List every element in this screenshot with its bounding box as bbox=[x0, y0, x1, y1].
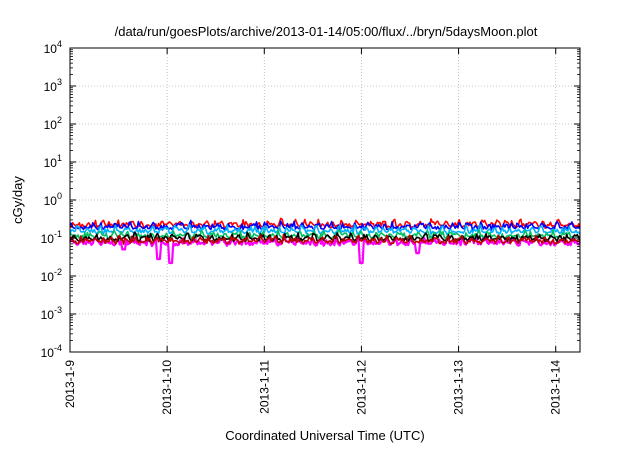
y-tick-base: 10 bbox=[44, 156, 58, 170]
y-tick-exponent: 1 bbox=[57, 153, 62, 163]
y-tick-exponent: -3 bbox=[54, 305, 62, 315]
y-tick-base: 10 bbox=[44, 118, 58, 132]
x-axis-label: Coordinated Universal Time (UTC) bbox=[225, 428, 424, 443]
y-tick-label: 103 bbox=[44, 77, 62, 94]
y-tick-exponent: -2 bbox=[54, 267, 62, 277]
y-tick-label: 102 bbox=[44, 115, 62, 132]
y-tick-label: 101 bbox=[44, 153, 62, 170]
y-tick-exponent: 2 bbox=[57, 115, 62, 125]
y-tick-base: 10 bbox=[44, 42, 58, 56]
series-line bbox=[69, 234, 581, 245]
x-tick-label: 2013-1-10 bbox=[160, 360, 174, 415]
y-tick-exponent: 0 bbox=[57, 191, 62, 201]
x-axis: 2013-1-9 2013-1-10 2013-1-11 2013-1-12 2013-… bbox=[63, 48, 563, 415]
x-tick-label: 2013-1-12 bbox=[354, 360, 368, 415]
series-group bbox=[69, 217, 581, 265]
chart-title: /data/run/goesPlots/archive/2013-01-14/0… bbox=[115, 24, 538, 39]
y-tick-base: 10 bbox=[41, 270, 55, 284]
y-tick-label: 100 bbox=[44, 191, 62, 208]
x-tick-label: 2013-1-9 bbox=[63, 360, 77, 408]
y-tick-exponent: 4 bbox=[57, 39, 62, 49]
y-tick-exponent: -4 bbox=[54, 343, 62, 353]
series-line bbox=[69, 219, 581, 231]
y-tick-base: 10 bbox=[41, 308, 55, 322]
grid-lines bbox=[70, 48, 580, 352]
y-tick-label: 104 bbox=[44, 39, 62, 56]
y-tick-exponent: -1 bbox=[54, 229, 62, 239]
x-tick-label: 2013-1-14 bbox=[549, 360, 563, 415]
y-tick-label: 10-2 bbox=[41, 267, 62, 284]
y-axis-label: cGy/day bbox=[10, 176, 25, 224]
x-tick-label: 2013-1-11 bbox=[257, 360, 271, 414]
y-tick-label: 10-3 bbox=[41, 305, 62, 322]
y-tick-base: 10 bbox=[44, 194, 58, 208]
y-tick-label: 10-4 bbox=[41, 343, 62, 360]
series-line bbox=[69, 224, 581, 236]
y-tick-base: 10 bbox=[41, 346, 55, 360]
x-tick-label: 2013-1-13 bbox=[452, 360, 466, 415]
y-tick-label: 10-1 bbox=[41, 229, 62, 246]
y-tick-base: 10 bbox=[44, 80, 58, 94]
y-tick-base: 10 bbox=[41, 232, 55, 246]
y-tick-exponent: 3 bbox=[57, 77, 62, 87]
